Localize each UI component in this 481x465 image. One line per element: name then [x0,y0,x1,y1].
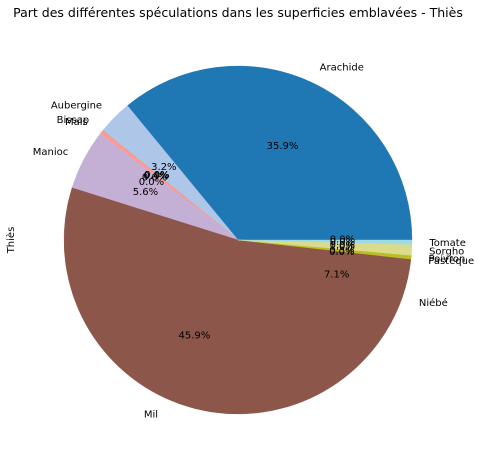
pie-slices [64,66,412,414]
pct-label-arachide: 35.9% [267,141,299,152]
pct-label-mil: 45.9% [179,330,211,341]
slice-label-mais: Mais [65,117,88,128]
pct-label-niebe: 7.1% [324,270,349,281]
slice-label-mil: Mil [144,409,158,420]
pct-label-small-2: 0.0% [144,170,169,181]
pct-label-small-4: 0.0% [330,240,355,251]
slice-label-niebe: Niébé [419,297,448,309]
slice-label-arachide: Arachide [320,62,364,73]
chart-title: Part des différentes spéculations dans l… [13,5,463,20]
y-axis-label: Thiès [5,227,17,255]
slice-label-tomate: Tomate [428,238,465,249]
slice-label-manioc: Manioc [33,147,69,158]
pct-label-manioc: 5.6% [133,187,158,198]
slice-label-aubergine: Aubergine [51,101,102,112]
